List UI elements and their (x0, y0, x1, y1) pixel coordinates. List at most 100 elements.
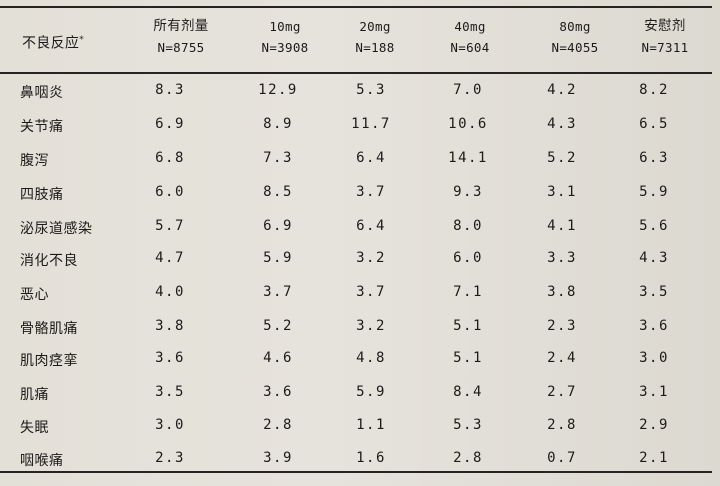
header-col-80mg: 80mg N=4055 (525, 16, 625, 58)
table-cell: 3.6 (639, 318, 669, 334)
table-cell: 5.6 (639, 218, 669, 234)
table-header-rule (0, 72, 712, 74)
table-cell: 1.1 (356, 417, 386, 433)
table-cell: 6.9 (263, 218, 293, 234)
table-cell: 6.3 (639, 150, 669, 166)
header-col-title: 所有剂量 (153, 18, 209, 34)
table-cell: 4.3 (547, 116, 577, 132)
table-cell: 14.1 (448, 150, 488, 166)
header-col-all-doses: 所有剂量 N=8755 (122, 16, 240, 58)
table-cell: 11.7 (351, 116, 391, 132)
table-cell: 3.9 (263, 450, 293, 466)
table-cell: 8.9 (263, 116, 293, 132)
table-cell: 7.0 (453, 82, 483, 98)
header-col-n: N=604 (450, 40, 490, 55)
table-row: 关节痛 6.9 8.9 11.7 10.6 4.3 6.5 (0, 116, 712, 148)
header-col-n: N=8755 (157, 40, 205, 55)
table-cell: 5.2 (263, 318, 293, 334)
table-cell: 8.4 (453, 384, 483, 400)
table-cell: 1.6 (356, 450, 386, 466)
table-cell: 3.8 (547, 284, 577, 300)
row-label: 消化不良 (20, 253, 78, 269)
table-cell: 4.1 (547, 218, 577, 234)
table-cell: 2.8 (547, 417, 577, 433)
table-cell: 5.3 (356, 82, 386, 98)
table-cell: 3.3 (547, 250, 577, 266)
row-label: 骨骼肌痛 (20, 321, 78, 337)
header-col-placebo: 安慰剂 N=7311 (615, 16, 715, 58)
table-cell: 4.8 (356, 350, 386, 366)
table-row: 恶心 4.0 3.7 3.7 7.1 3.8 3.5 (0, 284, 712, 316)
table-cell: 3.8 (155, 318, 185, 334)
header-col-title: 80mg (559, 19, 591, 34)
table-cell: 6.0 (155, 184, 185, 200)
table-cell: 4.3 (639, 250, 669, 266)
table-cell: 3.5 (155, 384, 185, 400)
header-footnote-mark: * (79, 35, 85, 45)
table-cell: 2.9 (639, 417, 669, 433)
table-cell: 9.3 (453, 184, 483, 200)
table-cell: 2.4 (547, 350, 577, 366)
row-label: 失眠 (20, 420, 49, 436)
table-cell: 2.8 (453, 450, 483, 466)
table-cell: 3.7 (356, 184, 386, 200)
table-cell: 2.3 (155, 450, 185, 466)
table-cell: 4.7 (155, 250, 185, 266)
table-row: 消化不良 4.7 5.9 3.2 6.0 3.3 4.3 (0, 250, 712, 282)
row-label: 咽喉痛 (20, 453, 64, 469)
table-cell: 5.2 (547, 150, 577, 166)
table-cell: 6.4 (356, 218, 386, 234)
table-row: 四肢痛 6.0 8.5 3.7 9.3 3.1 5.9 (0, 184, 712, 216)
table-cell: 5.1 (453, 318, 483, 334)
table-cell: 8.3 (155, 82, 185, 98)
table-row: 肌痛 3.5 3.6 5.9 8.4 2.7 3.1 (0, 384, 712, 416)
row-label: 肌肉痉挛 (20, 353, 78, 369)
table-cell: 3.2 (356, 250, 386, 266)
table-cell: 3.6 (155, 350, 185, 366)
table-cell: 3.7 (263, 284, 293, 300)
table-cell: 3.2 (356, 318, 386, 334)
table-cell: 4.0 (155, 284, 185, 300)
table-top-rule (0, 6, 712, 8)
table-cell: 3.5 (639, 284, 669, 300)
table-cell: 3.7 (356, 284, 386, 300)
table-cell: 2.1 (639, 450, 669, 466)
table-cell: 4.2 (547, 82, 577, 98)
table-cell: 5.1 (453, 350, 483, 366)
header-col-n: N=188 (355, 40, 395, 55)
header-col-20mg: 20mg N=188 (335, 16, 415, 58)
table-cell: 3.6 (263, 384, 293, 400)
header-col-n: N=4055 (551, 40, 599, 55)
table-cell: 6.9 (155, 116, 185, 132)
table-cell: 7.3 (263, 150, 293, 166)
header-adverse-reaction-label: 不良反应 (22, 35, 80, 52)
header-col-title: 40mg (454, 19, 486, 34)
header-adverse-reaction: 不良反应* (22, 30, 84, 55)
row-label: 四肢痛 (20, 187, 64, 203)
table-cell: 4.6 (263, 350, 293, 366)
header-col-title: 20mg (359, 19, 391, 34)
table-cell: 7.1 (453, 284, 483, 300)
table-bottom-rule (0, 471, 712, 473)
table-row: 失眠 3.0 2.8 1.1 5.3 2.8 2.9 (0, 417, 712, 449)
table-cell: 5.7 (155, 218, 185, 234)
table-cell: 5.9 (356, 384, 386, 400)
table-cell: 0.7 (547, 450, 577, 466)
table-cell: 8.2 (639, 82, 669, 98)
header-col-n: N=3908 (261, 40, 309, 55)
table-row: 骨骼肌痛 3.8 5.2 3.2 5.1 2.3 3.6 (0, 318, 712, 350)
table-row: 鼻咽炎 8.3 12.9 5.3 7.0 4.2 8.2 (0, 82, 712, 114)
row-label: 关节痛 (20, 119, 64, 135)
row-label: 恶心 (20, 287, 49, 303)
table-cell: 6.0 (453, 250, 483, 266)
table-cell: 8.5 (263, 184, 293, 200)
header-col-title: 安慰剂 (644, 18, 686, 34)
table-cell: 6.5 (639, 116, 669, 132)
header-col-40mg: 40mg N=604 (425, 16, 515, 58)
table-cell: 3.0 (639, 350, 669, 366)
table-cell: 3.1 (639, 384, 669, 400)
table-cell: 5.9 (263, 250, 293, 266)
table-cell: 2.3 (547, 318, 577, 334)
row-label: 腹泻 (20, 153, 49, 169)
